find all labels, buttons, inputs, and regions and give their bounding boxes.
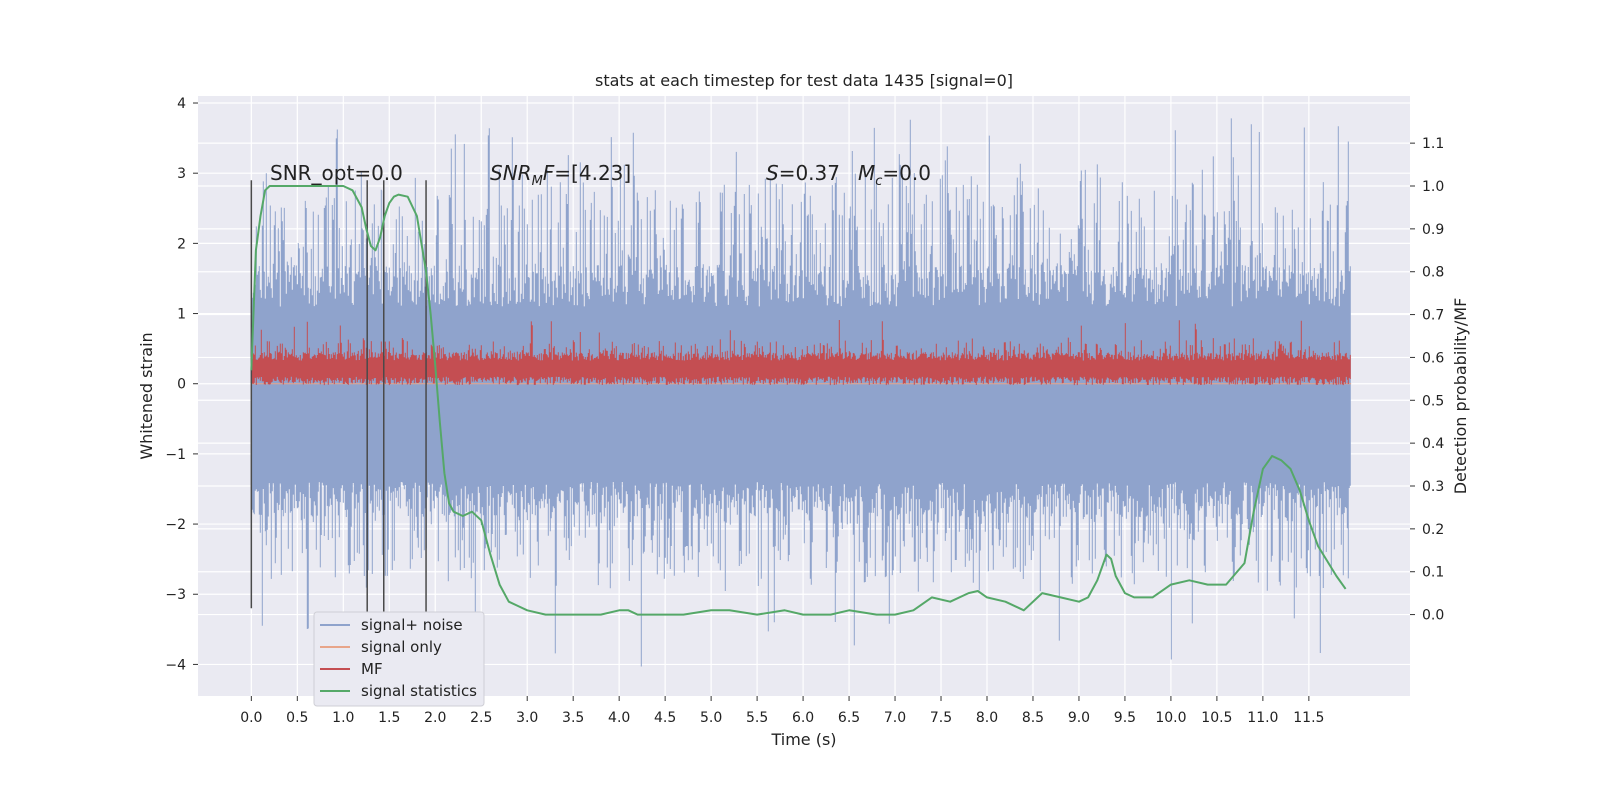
annotations: SNR_opt=0.0 SNRMF=[4.23] S=0.37 Mc=0.0 (270, 161, 931, 189)
legend: signal+ noise signal only MF signal stat… (313, 611, 485, 707)
y2-tick-label: 0.5 (1422, 393, 1444, 409)
annotation-s: S=0.37 (766, 161, 840, 185)
x-tick-label: 8.5 (1022, 710, 1044, 726)
x-tick-label: 7.0 (884, 710, 906, 726)
x-tick-label: 10.0 (1155, 710, 1186, 726)
x-tick-label: 1.5 (378, 710, 400, 726)
y2-tick-label: 1.0 (1422, 179, 1444, 195)
x-tick-label: 5.0 (700, 710, 722, 726)
y-tick-label: 1 (177, 307, 186, 323)
x-axis-label: Time (s) (770, 730, 836, 749)
x-tick-label: 5.5 (746, 710, 768, 726)
x-tick-label: 0.5 (286, 710, 308, 726)
y2-tick-label: 0.2 (1422, 522, 1444, 538)
legend-label-signal: signal only (361, 638, 442, 656)
y2-tick-label: 0.0 (1422, 608, 1444, 624)
x-tick-label: 6.0 (792, 710, 814, 726)
y2-tick-label: 0.3 (1422, 479, 1444, 495)
y-tick-label: 3 (177, 166, 186, 182)
series-signal-statistics (250, 185, 1347, 616)
annotation-snr-mf: SNRMF=[4.23] (490, 161, 631, 189)
annotation-mc: Mc=0.0 (858, 161, 931, 189)
x-tick-label: 7.5 (930, 710, 952, 726)
x-tick-label: 2.0 (424, 710, 446, 726)
y2-tick-label: 1.1 (1422, 136, 1444, 152)
y-tick-label: −4 (165, 657, 186, 673)
x-tick-label: 4.0 (608, 710, 630, 726)
annotation-snr-opt: SNR_opt=0.0 (270, 161, 403, 185)
y-tick-label: 4 (177, 96, 186, 112)
x-tick-label: 6.5 (838, 710, 860, 726)
y2-axis-label: Detection probability/MF (1451, 298, 1470, 495)
y-tick-label: −3 (165, 587, 186, 603)
y-tick-label: 2 (177, 236, 186, 252)
x-tick-label: 4.5 (654, 710, 676, 726)
y2-tick-label: 0.4 (1422, 436, 1444, 452)
y-axis-label: Whitened strain (137, 332, 156, 459)
series (250, 118, 1352, 667)
y2-tick-label: 0.1 (1422, 565, 1444, 581)
x-tick-label: 9.5 (1114, 710, 1136, 726)
x-tick-label: 11.0 (1247, 710, 1278, 726)
y2-tick-label: 0.6 (1422, 350, 1444, 366)
chart-title: stats at each timestep for test data 143… (595, 71, 1013, 90)
y2-tick-label: 0.8 (1422, 265, 1444, 281)
y-tick-label: 0 (177, 377, 186, 393)
x-tick-label: 2.5 (470, 710, 492, 726)
legend-label-noise: signal+ noise (361, 616, 463, 634)
x-tick-label: 11.5 (1293, 710, 1324, 726)
x-tick-label: 3.0 (516, 710, 538, 726)
legend-label-stats: signal statistics (361, 682, 477, 700)
x-tick-label: 9.0 (1068, 710, 1090, 726)
x-tick-label: 8.0 (976, 710, 998, 726)
legend-label-mf: MF (361, 660, 383, 678)
axes: 0.0 0.5 1.0 1.5 2.0 2.5 3.0 3.5 4.0 4.5 5.0 5.5 6.0 6… (165, 96, 1444, 726)
x-tick-label: 0.0 (240, 710, 262, 726)
x-tick-label: 1.0 (332, 710, 354, 726)
x-tick-label: 10.5 (1201, 710, 1232, 726)
y-tick-label: −2 (165, 517, 186, 533)
x-tick-label: 3.5 (562, 710, 584, 726)
y2-tick-label: 0.7 (1422, 308, 1444, 324)
y2-tick-label: 0.9 (1422, 222, 1444, 238)
legend-box (313, 611, 485, 707)
y-tick-label: −1 (165, 447, 186, 463)
